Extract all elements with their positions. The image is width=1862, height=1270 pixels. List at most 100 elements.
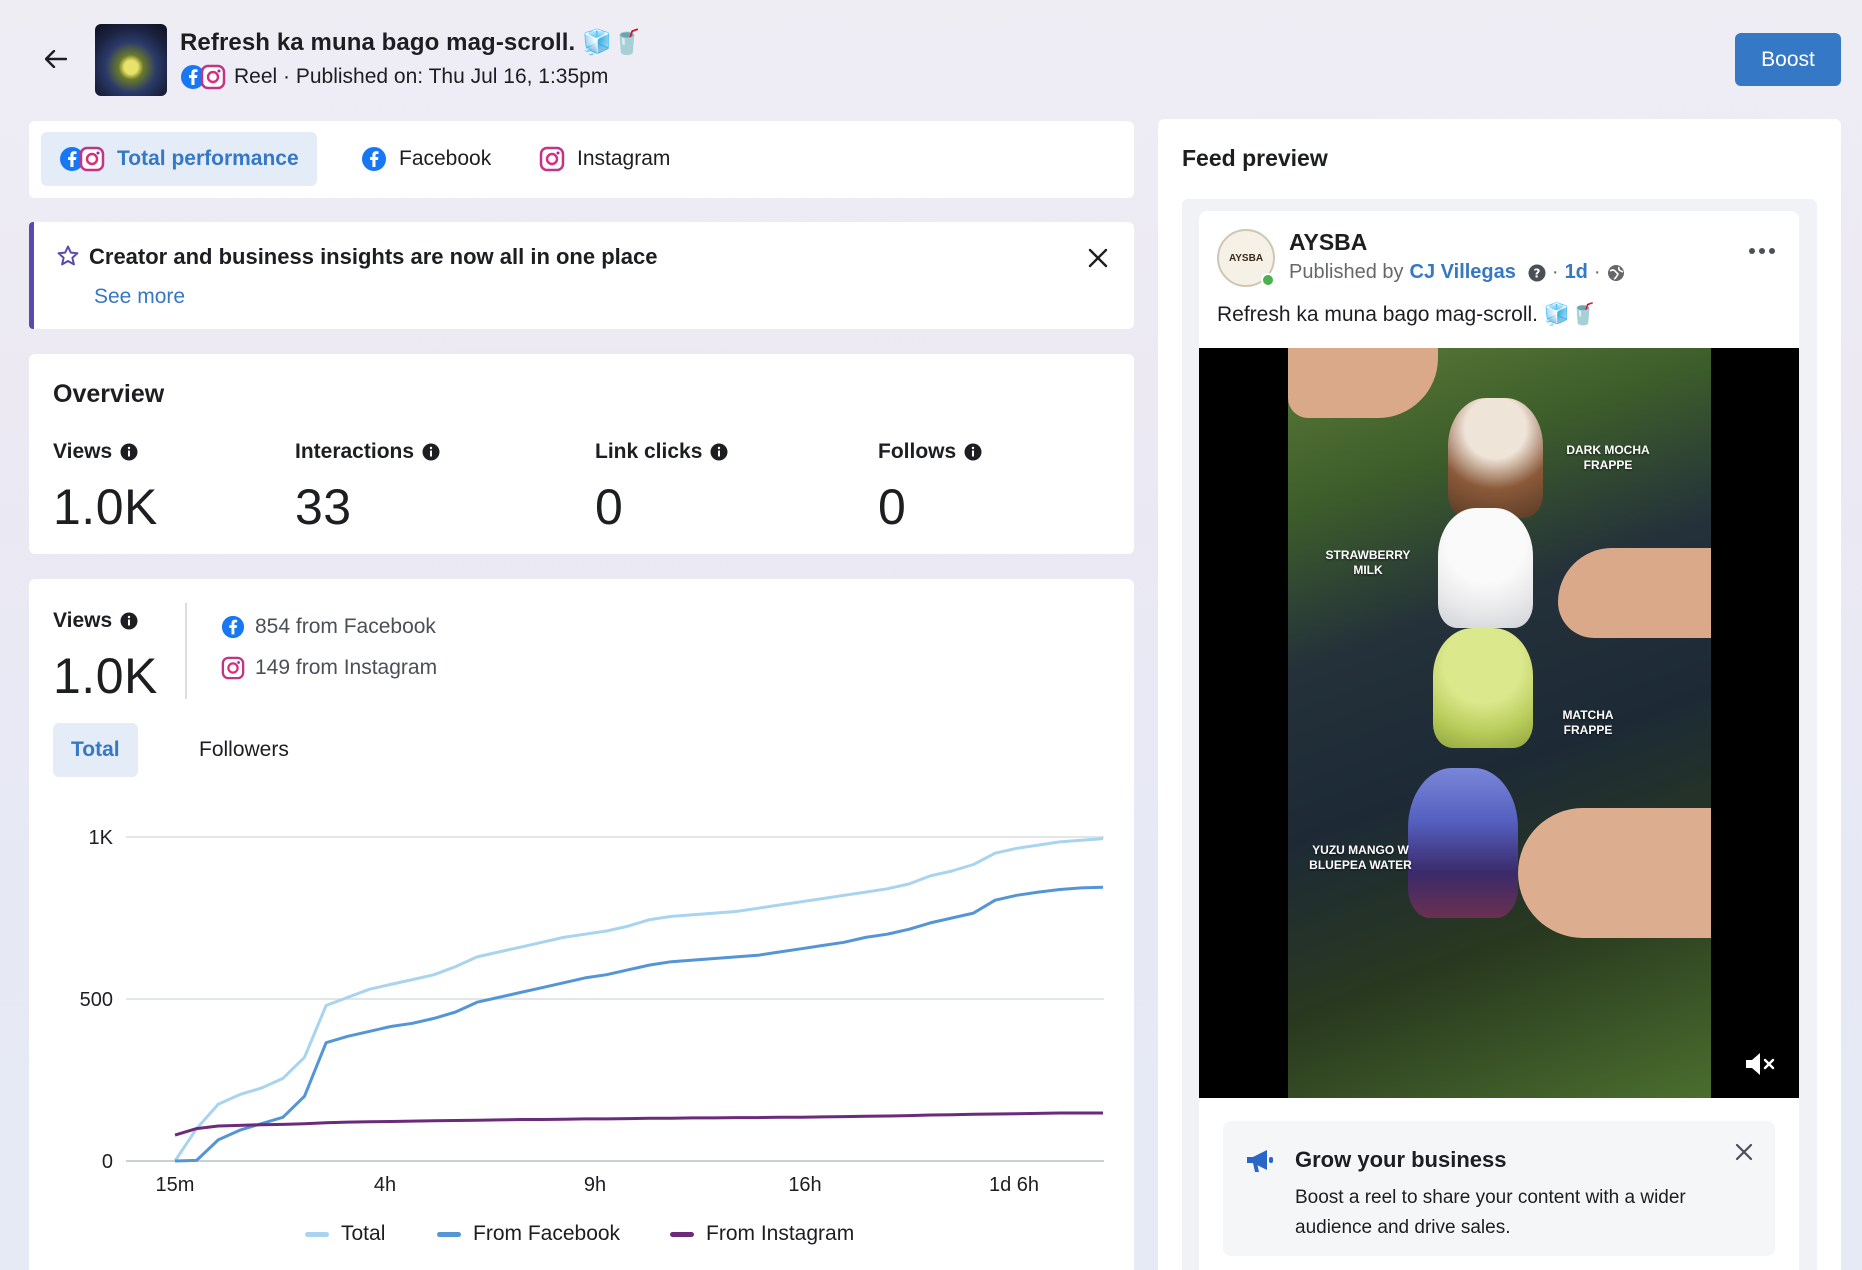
instagram-icon [221, 656, 245, 680]
x-tick-label: 15m [156, 1174, 195, 1196]
more-options-button[interactable] [1745, 241, 1779, 261]
mute-button[interactable] [1743, 1050, 1777, 1078]
metric-views: Views 1.0K [53, 440, 158, 536]
header: Refresh ka muna bago mag-scroll. 🧊🥤 Reel… [0, 0, 1862, 110]
info-icon[interactable] [120, 612, 138, 630]
arrow-left-icon [45, 50, 67, 68]
svg-text:?: ? [1533, 266, 1540, 280]
instagram-icon [539, 146, 565, 172]
grow-title: Grow your business [1295, 1147, 1507, 1172]
views-summary: Views 1.0K [53, 609, 158, 705]
label-dark-mocha: DARK MOCHA FRAPPE [1566, 443, 1650, 472]
legend-swatch [437, 1231, 461, 1237]
metric-value: 0 [595, 479, 624, 535]
instagram-count: 149 from Instagram [255, 656, 438, 679]
legend-from-facebook[interactable]: From Facebook [437, 1222, 620, 1246]
platform-tabs: Total performance Facebook Instagram [29, 121, 1134, 198]
hand-top [1288, 348, 1438, 418]
y-tick-label: 0 [102, 1151, 113, 1173]
post-title: Refresh ka muna bago mag-scroll. 🧊🥤 [180, 29, 643, 56]
reel-thumbnail [95, 24, 167, 96]
metric-follows: Follows 0 [878, 440, 982, 536]
views-from-instagram: 149 from Instagram [221, 656, 437, 680]
back-button[interactable] [42, 45, 70, 73]
megaphone-icon [1247, 1150, 1273, 1172]
metric-link-clicks: Link clicks 0 [595, 440, 728, 536]
muted-speaker-icon [1746, 1053, 1775, 1075]
x-tick-label: 4h [374, 1174, 396, 1196]
views-line-chart: 0 500 1K 15m 4h 9h 16h 1d 6h [80, 827, 1104, 1196]
info-icon[interactable] [422, 443, 440, 461]
cup-dark-mocha [1448, 398, 1543, 518]
grow-text: Boost a reel to share your content with … [1295, 1187, 1686, 1238]
divider [185, 603, 187, 699]
close-grow-button[interactable] [1731, 1139, 1757, 1165]
star-icon [57, 245, 79, 266]
close-notice-button[interactable] [1084, 244, 1112, 272]
fb-ig-combined-icon [180, 64, 226, 90]
legend-total[interactable]: Total [305, 1222, 385, 1246]
tab-instagram[interactable]: Instagram [521, 132, 688, 186]
overview-card: Overview Views 1.0K Interactions 33 Link… [29, 354, 1134, 554]
info-icon[interactable] [964, 443, 982, 461]
tab-total-performance[interactable]: Total performance [41, 132, 317, 186]
globe-icon [1607, 264, 1624, 281]
feed-preview-card: Feed preview AYSBA AYSBA Published by CJ… [1158, 119, 1841, 1270]
close-icon [1735, 1143, 1753, 1161]
segment-followers[interactable]: Followers [199, 738, 289, 761]
page-name[interactable]: AYSBA [1289, 229, 1368, 255]
views-label: Views [53, 609, 113, 632]
facebook-count: 854 from Facebook [255, 615, 436, 638]
metric-label: Interactions [295, 440, 415, 463]
author-link[interactable]: CJ Villegas [1409, 261, 1516, 283]
y-tick-label: 1K [89, 827, 114, 849]
metric-interactions: Interactions 33 [295, 440, 440, 536]
metric-label: Follows [878, 440, 957, 463]
tab-label: Total performance [117, 147, 299, 170]
facebook-icon [221, 615, 245, 639]
info-icon[interactable] [710, 443, 728, 461]
insights-notice: Creator and business insights are now al… [29, 222, 1134, 329]
legend-swatch [670, 1231, 694, 1237]
legend-swatch [305, 1231, 329, 1237]
info-icon[interactable] [120, 443, 138, 461]
boost-button[interactable]: Boost [1735, 33, 1841, 86]
total-series-line[interactable] [173, 837, 1104, 1162]
close-icon [1088, 248, 1108, 268]
notice-title: Creator and business insights are now al… [89, 244, 658, 269]
legend-label: Total [341, 1222, 386, 1245]
label-matcha: MATCHA FRAPPE [1562, 708, 1614, 737]
publish-info: Published by CJ Villegas ? · 1d · [1289, 261, 1625, 284]
label-yuzu: YUZU MANGO W BLUEPEA WATER [1309, 843, 1412, 872]
metric-value: 33 [295, 479, 352, 535]
tab-facebook[interactable]: Facebook [343, 132, 509, 186]
cup-yuzu [1408, 768, 1518, 918]
fb-ig-combined-icon [59, 146, 105, 172]
x-tick-label: 16h [788, 1174, 821, 1196]
more-dots-icon [1749, 248, 1775, 254]
facebook-series-line[interactable] [174, 885, 1104, 1163]
segment-total[interactable]: Total [53, 723, 138, 777]
label-strawberry: STRAWBERRY MILK [1325, 548, 1411, 577]
tab-label: Instagram [577, 147, 671, 170]
see-more-link[interactable]: See more [94, 285, 186, 308]
views-card: Views 1.0K 854 from Facebook 149 from In… [29, 579, 1134, 1270]
video-frame: DARK MOCHA FRAPPE STRAWBERRY MILK MATCHA… [1288, 348, 1711, 1098]
instagram-series-line[interactable] [174, 1111, 1103, 1137]
feed-preview-heading: Feed preview [1182, 145, 1328, 171]
facebook-icon [362, 147, 386, 171]
legend-label: From Instagram [706, 1222, 855, 1245]
reel-video[interactable]: DARK MOCHA FRAPPE STRAWBERRY MILK MATCHA… [1199, 348, 1799, 1098]
metric-value: 1.0K [53, 479, 158, 535]
tab-label: Facebook [399, 147, 492, 170]
post-age-link[interactable]: 1d [1564, 261, 1588, 283]
legend-from-instagram[interactable]: From Instagram [670, 1222, 854, 1246]
grow-business-prompt: Grow your business Boost a reel to share… [1223, 1121, 1775, 1256]
help-icon[interactable]: ? [1528, 264, 1546, 282]
cup-matcha [1433, 628, 1533, 748]
overview-heading: Overview [53, 380, 165, 408]
feed-post: AYSBA AYSBA Published by CJ Villegas ? ·… [1199, 211, 1799, 1270]
preview-container: AYSBA AYSBA Published by CJ Villegas ? ·… [1182, 199, 1817, 1270]
post-caption: Refresh ka muna bago mag-scroll. 🧊🥤 [1217, 303, 1597, 326]
legend-label: From Facebook [473, 1222, 621, 1245]
